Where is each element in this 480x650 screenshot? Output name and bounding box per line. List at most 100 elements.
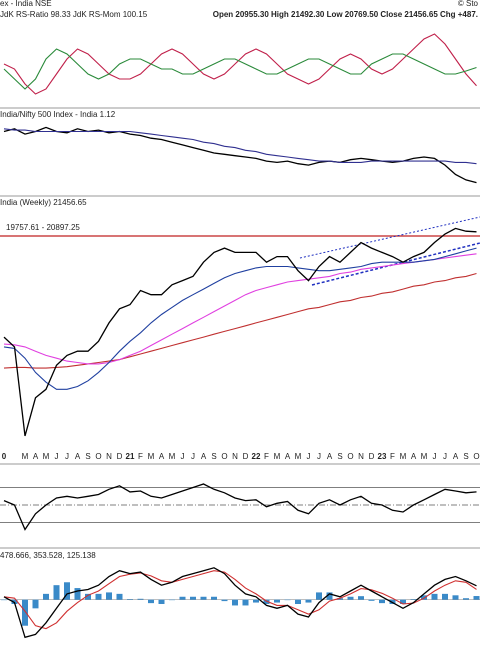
histogram-bar bbox=[32, 599, 39, 609]
x-tick-label: O bbox=[221, 452, 227, 461]
histogram-bar bbox=[106, 592, 112, 600]
series-line bbox=[3, 227, 477, 437]
histogram-bar bbox=[410, 599, 417, 600]
histogram-bar bbox=[137, 598, 144, 600]
series-line bbox=[3, 33, 477, 95]
histogram-bar bbox=[53, 585, 60, 600]
histogram-bar bbox=[169, 599, 175, 601]
x-tick-label: 0 bbox=[2, 452, 7, 461]
series-line bbox=[3, 272, 477, 369]
x-tick-label: M bbox=[400, 452, 407, 461]
histogram-bar bbox=[452, 595, 459, 600]
histogram-bar bbox=[389, 599, 396, 604]
x-tick-label: N bbox=[106, 452, 112, 461]
histogram-bar bbox=[347, 596, 354, 600]
header-title: ex - India NSE bbox=[0, 0, 52, 8]
x-tick-label: A bbox=[453, 452, 459, 461]
x-tick-label: A bbox=[201, 452, 207, 461]
histogram-bar bbox=[253, 599, 259, 603]
trend-line bbox=[299, 216, 480, 259]
series-line bbox=[3, 253, 477, 365]
x-tick-label: J bbox=[55, 452, 59, 461]
x-tick-label: D bbox=[117, 452, 123, 461]
x-tick-label: J bbox=[433, 452, 437, 461]
histogram-bar bbox=[421, 595, 427, 600]
histogram-bar bbox=[305, 599, 312, 603]
histogram-bar bbox=[473, 596, 480, 600]
x-tick-label: O bbox=[473, 452, 479, 461]
x-tick-label: J bbox=[307, 452, 311, 461]
x-tick-label: S bbox=[211, 452, 216, 461]
histogram-bar bbox=[74, 588, 81, 600]
histogram-bar bbox=[358, 596, 364, 600]
x-tick-label: D bbox=[369, 452, 375, 461]
x-tick-label: F bbox=[138, 452, 143, 461]
histogram-bar bbox=[463, 598, 469, 600]
x-tick-label: A bbox=[411, 452, 417, 461]
histogram-bar bbox=[284, 599, 291, 601]
panel-title: India/Nifty 500 Index - India 1.12 bbox=[0, 110, 116, 119]
quote: Open 20955.30 High 21492.30 Low 20769.50… bbox=[213, 10, 478, 19]
x-tick-label: M bbox=[274, 452, 281, 461]
series-line bbox=[3, 128, 477, 165]
histogram-bar bbox=[263, 599, 270, 604]
x-tick-label: F bbox=[264, 452, 269, 461]
histogram-bar bbox=[11, 599, 18, 604]
series-line bbox=[3, 126, 477, 184]
histogram-bar bbox=[337, 598, 343, 600]
x-tick-label: A bbox=[285, 452, 291, 461]
x-tick-label: A bbox=[327, 452, 333, 461]
histogram-bar bbox=[368, 599, 375, 601]
histogram-bar bbox=[22, 599, 28, 626]
x-tick-label: S bbox=[463, 452, 468, 461]
x-tick-label: O bbox=[347, 452, 353, 461]
histogram-bar bbox=[116, 593, 123, 600]
histogram-bar bbox=[442, 593, 448, 600]
histogram-bar bbox=[179, 596, 186, 600]
x-tick-label: O bbox=[95, 452, 101, 461]
trend-line bbox=[311, 242, 480, 286]
x-tick-label: M bbox=[295, 452, 302, 461]
histogram-bar bbox=[242, 599, 249, 606]
histogram-bar bbox=[211, 596, 217, 600]
histogram-bar bbox=[1, 599, 7, 601]
x-tick-label: N bbox=[232, 452, 238, 461]
x-tick-label: A bbox=[75, 452, 81, 461]
histogram-bar bbox=[200, 596, 207, 600]
histogram-bar bbox=[64, 582, 70, 600]
histogram-bar bbox=[43, 593, 49, 600]
x-tick-label: J bbox=[181, 452, 185, 461]
x-tick-label: M bbox=[421, 452, 428, 461]
x-tick-label: S bbox=[337, 452, 342, 461]
histogram-bar bbox=[326, 592, 333, 600]
histogram-bar bbox=[158, 599, 165, 604]
x-tick-label: M bbox=[43, 452, 50, 461]
x-tick-label: J bbox=[443, 452, 447, 461]
series-line bbox=[3, 567, 477, 639]
histogram-bar bbox=[316, 592, 322, 600]
histogram-bar bbox=[274, 599, 280, 603]
x-tick-label: S bbox=[85, 452, 90, 461]
x-tick-label: J bbox=[317, 452, 321, 461]
panel-subtitle: 19757.61 - 20897.25 bbox=[6, 223, 80, 232]
x-tick-label: J bbox=[191, 452, 195, 461]
x-tick-label: M bbox=[148, 452, 155, 461]
x-tick-label: A bbox=[33, 452, 39, 461]
x-tick-label: 21 bbox=[126, 452, 135, 461]
x-tick-label: J bbox=[65, 452, 69, 461]
panel-title: 478.666, 353.528, 125.138 bbox=[0, 551, 96, 560]
series-line bbox=[3, 247, 477, 390]
series-line bbox=[3, 483, 477, 531]
histogram-bar bbox=[190, 596, 196, 600]
series-line bbox=[3, 48, 477, 90]
series-line bbox=[3, 570, 477, 630]
histogram-bar bbox=[127, 599, 133, 600]
credit: © Sto bbox=[458, 0, 479, 8]
x-tick-label: 22 bbox=[252, 452, 261, 461]
x-tick-label: 23 bbox=[378, 452, 387, 461]
x-tick-label: M bbox=[169, 452, 176, 461]
x-tick-label: A bbox=[159, 452, 165, 461]
histogram-bar bbox=[232, 599, 238, 606]
histogram-bar bbox=[295, 599, 301, 604]
